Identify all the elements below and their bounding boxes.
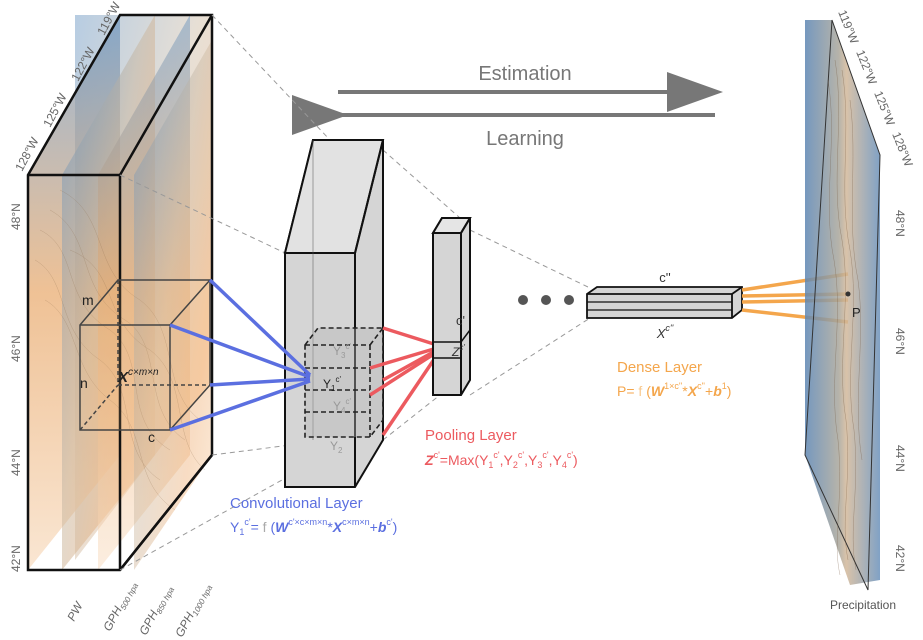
output-lat-0: 48°N [893, 210, 907, 237]
dense-equation: P= f (W1×c''*Xc''+b1) [617, 381, 731, 399]
pool-annotation: Pooling Layer Zc'=Max(Y1c',Y2c',Y3c',Y4c… [424, 427, 578, 470]
conv-y1: Y1c' [323, 375, 341, 393]
input-x-label: Xc×m×n [117, 367, 159, 386]
pool-title: Pooling Layer [425, 427, 517, 444]
conv-annotation: Convolutional Layer Y1c'= f (Wc'×c×m×n*X… [230, 495, 397, 537]
input-channels: PW GPH500 hpa GPH850 hpa GPH1000 hpa [64, 578, 214, 640]
dense-x-label: Xc'' [656, 323, 674, 341]
dense-block: c'' Xc'' [586, 270, 743, 341]
output-lon-2: 125°W [871, 89, 898, 128]
input-c-label: c [148, 429, 155, 445]
conv-y4: Y4c' [333, 397, 351, 415]
output-lat-3: 42°N [893, 545, 907, 572]
direction-arrows: Estimation Learning [292, 63, 723, 150]
input-lat-0: 48°N [9, 203, 23, 230]
dense-annotation: Dense Layer P= f (W1×c''*Xc''+b1) [617, 359, 731, 399]
pool-equation: Zc'=Max(Y1c',Y2c',Y3c',Y4c') [424, 450, 578, 470]
output-latitudes: 48°N 46°N 44°N 42°N [893, 210, 907, 572]
conv-y2: Y2 [330, 439, 343, 455]
dense-title: Dense Layer [617, 359, 702, 376]
input-map-gph1000 [134, 40, 212, 570]
conv-connections [169, 278, 312, 432]
conv-slabs [304, 327, 384, 438]
input-lat-1: 46°N [9, 335, 23, 362]
pool-connections [369, 326, 439, 436]
channel-gph850: GPH850 hpa [136, 582, 176, 639]
output-lon-3: 128°W [889, 130, 916, 169]
input-volume: m n c Xc×m×n 128°W 125°W 122°W 119°W 48°… [9, 0, 215, 640]
pool-block: c' Zc' [431, 217, 472, 396]
channel-pw: PW [64, 598, 86, 623]
pool-c-label: c' [456, 313, 465, 328]
output-lon-1: 122°W [853, 48, 880, 87]
output-map-surface [805, 20, 880, 585]
output-lat-2: 44°N [893, 445, 907, 472]
output-p-label: P [852, 305, 861, 320]
input-m-label: m [82, 292, 94, 308]
dense-c-label: c'' [659, 270, 670, 285]
channel-gph500: GPH500 hpa [100, 578, 140, 635]
input-contours [34, 189, 206, 511]
output-point [845, 291, 851, 297]
conv-y3: Y3c' [333, 342, 351, 360]
input-n-label: n [80, 375, 88, 391]
ellipsis [518, 295, 574, 305]
learning-label: Learning [486, 128, 564, 150]
conv-block: Y3c' Y1c' Y4c' Y2 [283, 139, 385, 488]
channel-gph1000: GPH1000 hpa [172, 580, 214, 640]
output-contours [827, 59, 863, 576]
pool-block-body [432, 217, 471, 396]
output-caption: Precipitation [830, 598, 896, 612]
input-lat-3: 42°N [9, 545, 23, 572]
conv-y-labels: Y3c' Y1c' Y4c' Y2 [323, 342, 351, 455]
projection-lines [119, 14, 591, 571]
pool-z-label: Zc' [451, 343, 465, 359]
input-lat-2: 44°N [9, 449, 23, 476]
conv-equation: Y1c'= f (Wc'×c×m×n*Xc×m×n+bc') [230, 517, 397, 537]
output-map: P 119°W 122°W 125°W 128°W 48°N 46°N 44°N… [804, 8, 916, 612]
conv-title: Convolutional Layer [230, 495, 363, 512]
receptive-field-box [79, 279, 211, 431]
input-latitudes: 48°N 46°N 44°N 42°N [9, 203, 23, 572]
output-lat-1: 46°N [893, 328, 907, 355]
estimation-label: Estimation [478, 63, 571, 85]
